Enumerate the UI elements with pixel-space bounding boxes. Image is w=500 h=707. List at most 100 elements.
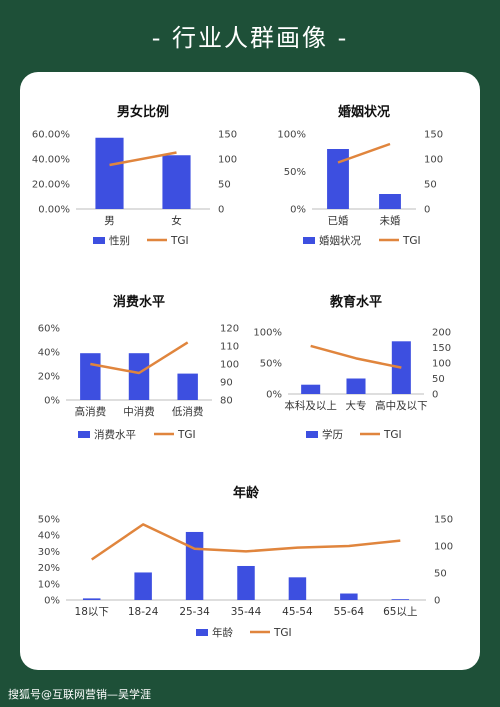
left-tick-label: 50% [284, 167, 306, 178]
right-tick-label: 0 [434, 596, 440, 607]
right-tick-label: 0 [424, 205, 430, 216]
bar [379, 194, 401, 209]
category-label: 25-34 [179, 606, 210, 618]
legend-bar-label: 婚姻状况 [319, 234, 361, 247]
legend-line-label: TGI [170, 235, 189, 247]
bar [346, 378, 366, 394]
bar [288, 577, 307, 600]
right-tick-label: 100 [434, 542, 453, 553]
left-tick-label: 60.00% [32, 130, 70, 141]
legend-bar-label: 性别 [109, 234, 130, 247]
category-label: 高消费 [75, 405, 107, 418]
chart-title: 消费水平 [113, 294, 165, 310]
legend-line-label: TGI [402, 235, 421, 247]
legend-bar-swatch [196, 629, 208, 636]
right-tick-label: 50 [218, 180, 231, 191]
bar [82, 598, 101, 600]
left-tick-label: 50% [38, 515, 60, 526]
left-tick-label: 40.00% [32, 155, 70, 166]
tgi-line [109, 151, 177, 167]
legend-line-label: TGI [273, 627, 292, 639]
right-tick-label: 50 [432, 374, 445, 385]
bar [162, 155, 191, 209]
right-tick-label: 120 [220, 324, 239, 335]
charts-svg: 男女比例 0.00% 20.00% 40.00% 60.00% 0 50 100 150 男 女性别… [32, 104, 453, 639]
category-label: 女 [171, 214, 182, 227]
right-tick-label: 50 [424, 180, 437, 191]
category-label: 55-64 [334, 606, 365, 618]
bar [327, 149, 349, 209]
legend-bar-label: 年龄 [212, 626, 233, 639]
right-tick-label: 90 [220, 378, 233, 389]
left-tick-label: 0% [44, 596, 60, 607]
legend-bar-swatch [93, 237, 105, 244]
bar [95, 137, 124, 209]
category-label: 18以下 [75, 606, 109, 618]
page-title: - 行业人群画像 - [151, 24, 349, 52]
left-tick-label: 60% [38, 324, 60, 335]
left-tick-label: 100% [253, 328, 282, 339]
right-tick-label: 150 [218, 130, 237, 141]
bar [237, 565, 255, 600]
right-tick-label: 150 [424, 130, 443, 141]
category-label: 65以上 [383, 606, 417, 618]
left-tick-label: 20.00% [32, 180, 70, 191]
bar [185, 531, 204, 600]
category-label: 45-54 [282, 606, 313, 618]
tgi-line [310, 344, 402, 369]
category-label: 高中及以下 [375, 399, 428, 412]
bar [80, 353, 101, 400]
right-tick-label: 200 [432, 328, 451, 339]
right-tick-label: 80 [220, 396, 233, 407]
chart-title: 教育水平 [329, 294, 382, 310]
left-tick-label: 0.00% [38, 205, 70, 216]
left-tick-label: 10% [38, 579, 60, 590]
category-label: 已婚 [328, 214, 349, 227]
category-label: 中消费 [123, 405, 155, 418]
category-label: 男 [104, 215, 115, 227]
bar [128, 353, 150, 400]
chart-title: 婚姻状况 [338, 104, 390, 120]
tgi-line [91, 523, 401, 561]
right-tick-label: 100 [218, 155, 237, 166]
right-tick-label: 110 [220, 342, 239, 353]
right-tick-label: 150 [434, 515, 453, 526]
category-label: 本科及以上 [284, 399, 337, 412]
bar [134, 572, 152, 600]
left-tick-label: 40% [38, 531, 60, 542]
right-tick-label: 0 [432, 390, 438, 401]
left-tick-label: 20% [38, 372, 60, 383]
legend-bar-swatch [78, 431, 90, 438]
legend-line-label: TGI [177, 429, 196, 441]
left-tick-label: 0% [266, 390, 282, 401]
category-label: 18-24 [128, 606, 159, 618]
chart-title: 年龄 [233, 485, 260, 501]
right-tick-label: 100 [432, 359, 451, 370]
bar [301, 384, 321, 394]
legend-bar-label: 消费水平 [94, 428, 136, 441]
legend-bar-swatch [303, 237, 315, 244]
right-tick-label: 100 [424, 155, 443, 166]
category-label: 大专 [346, 399, 367, 412]
watermark: 搜狐号@互联网营销—吴学涯 [8, 688, 151, 701]
tgi-line [337, 142, 391, 164]
right-tick-label: 0 [218, 205, 224, 216]
chart-card: 男女比例 0.00% 20.00% 40.00% 60.00% 0 50 100 150 男 女性别… [20, 72, 480, 670]
legend-bar-label: 学历 [322, 428, 343, 441]
bar [177, 373, 198, 400]
legend-bar-swatch [306, 431, 318, 438]
category-label: 35-44 [231, 606, 262, 618]
left-tick-label: 50% [260, 359, 282, 370]
bar [391, 599, 410, 600]
category-label: 低消费 [172, 405, 204, 418]
right-tick-label: 100 [220, 360, 239, 371]
legend-line-label: TGI [383, 429, 402, 441]
left-tick-label: 100% [277, 130, 306, 141]
left-tick-label: 0% [44, 396, 60, 407]
category-label: 未婚 [380, 214, 401, 227]
left-tick-label: 30% [38, 547, 60, 558]
left-tick-label: 40% [38, 348, 60, 359]
left-tick-label: 20% [38, 563, 60, 574]
bar [340, 593, 358, 600]
right-tick-label: 50 [434, 569, 447, 580]
